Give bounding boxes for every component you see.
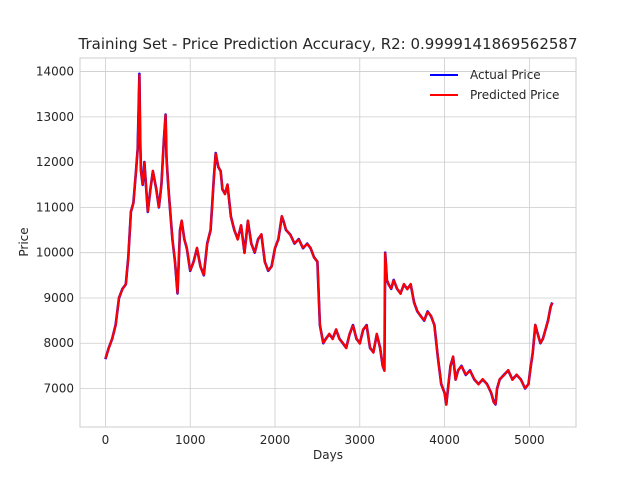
- y-tick-label: 9000: [43, 291, 74, 305]
- grid: [80, 58, 576, 427]
- y-tick-labels: 7000 8000 9000 10000 11000 12000 13000 14000: [36, 65, 74, 396]
- chart-title: Training Set - Price Prediction Accuracy…: [78, 35, 578, 53]
- y-tick-label: 7000: [43, 382, 74, 396]
- plot-frame: [79, 57, 577, 428]
- x-tick-label: 3000: [345, 433, 376, 447]
- x-axis-label: Days: [313, 448, 343, 462]
- y-tick-label: 10000: [36, 246, 74, 260]
- y-tick-label: 12000: [36, 155, 74, 169]
- x-tick-label: 5000: [514, 433, 545, 447]
- x-tick-label: 4000: [429, 433, 460, 447]
- y-tick-label: 11000: [36, 200, 74, 214]
- y-axis-label: Price: [17, 227, 31, 256]
- x-tick-label: 1000: [175, 433, 206, 447]
- y-tick-label: 14000: [36, 65, 74, 79]
- x-tick-label: 2000: [260, 433, 291, 447]
- legend-predicted-label: Predicted Price: [470, 88, 559, 102]
- series-group: [104, 72, 554, 406]
- x-tick-label: 0: [102, 433, 110, 447]
- legend-actual-label: Actual Price: [470, 68, 541, 82]
- x-tick-labels: 0 1000 2000 3000 4000 5000: [102, 433, 545, 447]
- predicted-price-line: [104, 73, 554, 406]
- y-tick-label: 13000: [36, 110, 74, 124]
- legend: Actual Price Predicted Price: [430, 68, 559, 102]
- y-tick-label: 8000: [43, 336, 74, 350]
